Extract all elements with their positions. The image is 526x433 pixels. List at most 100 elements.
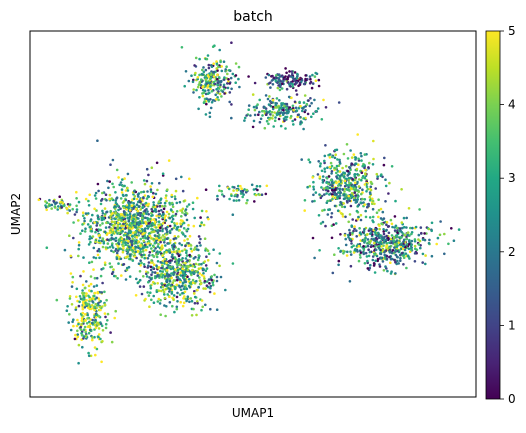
scatter-point (302, 117, 306, 120)
scatter-point (71, 275, 75, 279)
scatter-point (276, 86, 280, 90)
scatter-point (96, 249, 99, 253)
scatter-point (341, 166, 344, 170)
scatter-point (364, 168, 367, 172)
scatter-point (178, 263, 182, 267)
scatter-point (97, 333, 101, 336)
scatter-point (232, 189, 235, 192)
scatter-point (87, 284, 91, 288)
scatter-point (354, 162, 357, 165)
scatter-point (279, 85, 282, 89)
scatter-point (114, 199, 118, 202)
scatter-point (186, 237, 189, 241)
scatter-point (175, 283, 178, 287)
scatter-point (124, 241, 128, 244)
scatter-point (172, 237, 176, 241)
scatter-point (178, 242, 181, 245)
scatter-point (172, 279, 176, 282)
scatter-point (323, 208, 326, 212)
scatter-point (359, 218, 363, 222)
scatter-point (139, 208, 142, 211)
scatter-point (349, 149, 352, 152)
scatter-point (395, 235, 399, 238)
scatter-point (176, 276, 180, 280)
scatter-point (81, 223, 84, 226)
scatter-point (197, 83, 201, 87)
scatter-point (110, 340, 114, 344)
scatter-point (131, 246, 135, 250)
scatter-point (74, 333, 77, 337)
scatter-point (337, 191, 340, 194)
scatter-point (278, 99, 281, 102)
scatter-point (170, 201, 174, 205)
scatter-point (53, 205, 57, 208)
scatter-point (77, 200, 81, 204)
scatter-point (91, 300, 94, 303)
scatter-point (290, 70, 294, 73)
scatter-point (103, 261, 107, 265)
scatter-point (327, 208, 330, 211)
scatter-point (278, 88, 282, 92)
scatter-point (230, 194, 233, 197)
scatter-point (301, 107, 305, 110)
scatter-point (138, 278, 142, 282)
scatter-point (209, 307, 212, 311)
scatter-point (126, 189, 130, 192)
scatter-point (77, 361, 80, 365)
scatter-point (201, 68, 204, 72)
scatter-point (377, 231, 380, 235)
scatter-point (172, 226, 176, 230)
scatter-point (154, 220, 157, 224)
scatter-point (178, 293, 182, 297)
scatter-point (134, 214, 138, 218)
scatter-point (82, 295, 85, 298)
scatter-point (183, 84, 186, 88)
scatter-point (139, 259, 142, 263)
scatter-point (227, 78, 230, 81)
scatter-point (204, 264, 208, 267)
scatter-point (196, 76, 200, 79)
scatter-point (346, 201, 349, 204)
scatter-point (111, 220, 114, 224)
scatter-point (413, 252, 417, 255)
scatter-point (98, 305, 102, 309)
scatter-point (184, 297, 188, 301)
scatter-point (170, 276, 173, 280)
scatter-point (201, 73, 205, 76)
scatter-point (252, 188, 256, 191)
scatter-point (321, 209, 324, 212)
scatter-point (268, 95, 271, 98)
scatter-point (183, 239, 186, 242)
scatter-point (347, 220, 351, 224)
scatter-point (145, 167, 149, 171)
scatter-point (332, 181, 335, 185)
scatter-point (147, 173, 150, 177)
scatter-point (382, 230, 386, 233)
scatter-point (57, 205, 60, 208)
scatter-point (291, 119, 295, 123)
scatter-point (133, 195, 137, 198)
scatter-point (149, 268, 153, 272)
scatter-point (150, 207, 153, 211)
scatter-point (393, 229, 397, 232)
scatter-point (99, 300, 102, 303)
scatter-point (299, 104, 302, 108)
scatter-point (369, 239, 373, 243)
scatter-point (342, 152, 346, 156)
scatter-point (147, 261, 151, 264)
scatter-point (268, 118, 271, 121)
scatter-point (349, 204, 353, 208)
scatter-point (222, 83, 226, 87)
scatter-point (354, 178, 357, 181)
scatter-point (294, 82, 297, 86)
colorbar-tick-label: 1 (508, 318, 516, 332)
scatter-point (291, 82, 295, 86)
scatter-point (280, 87, 284, 90)
scatter-point (436, 236, 440, 240)
scatter-point (204, 113, 208, 116)
scatter-point (104, 315, 107, 319)
scatter-point (284, 115, 287, 119)
scatter-point (427, 227, 431, 231)
scatter-point (388, 255, 391, 259)
scatter-point (196, 85, 200, 89)
